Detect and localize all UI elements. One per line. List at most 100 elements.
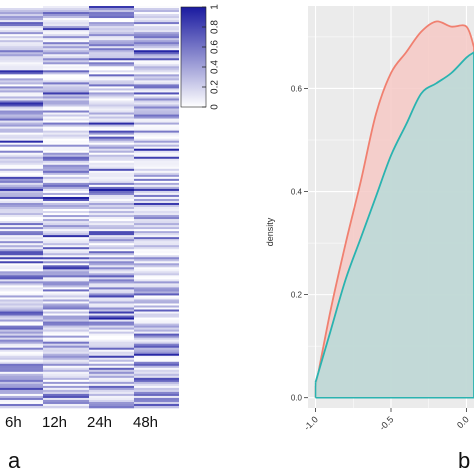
heatmap-cell bbox=[89, 283, 134, 286]
heatmap-cell bbox=[43, 50, 89, 53]
heatmap-cell bbox=[0, 36, 43, 39]
heatmap-cell bbox=[43, 243, 89, 246]
heatmap-cell bbox=[89, 337, 134, 340]
heatmap-cell bbox=[0, 299, 43, 302]
heatmap-cell bbox=[0, 287, 43, 290]
heatmap-cell bbox=[43, 309, 89, 312]
heatmap-column-label-24h: 24h bbox=[87, 414, 113, 431]
heatmap-cell bbox=[134, 164, 179, 168]
heatmap-cell bbox=[43, 369, 89, 373]
heatmap-cell bbox=[134, 243, 179, 246]
heatmap-cell bbox=[89, 369, 134, 373]
y-tick-label: 0.4 bbox=[291, 188, 303, 197]
heatmap-cell bbox=[0, 138, 43, 141]
heatmap-cell bbox=[134, 168, 179, 172]
heatmap-cell bbox=[134, 267, 179, 270]
heatmap-cell bbox=[0, 341, 43, 344]
heatmap-cell bbox=[134, 231, 179, 234]
heatmap-cell bbox=[43, 60, 89, 63]
heatmap-cell bbox=[43, 106, 89, 109]
heatmap-cell bbox=[43, 373, 89, 377]
heatmap-cell bbox=[134, 299, 179, 302]
heatmap-cell bbox=[134, 343, 179, 346]
heatmap-cell bbox=[0, 335, 43, 338]
heatmap-cell bbox=[43, 273, 89, 276]
heatmap-cell bbox=[134, 112, 179, 115]
heatmap-cell bbox=[0, 190, 43, 194]
heatmap-cell bbox=[43, 80, 89, 83]
heatmap-cell bbox=[43, 148, 89, 152]
heatmap-cell bbox=[134, 62, 179, 65]
heatmap-cell bbox=[43, 158, 89, 162]
heatmap-cell bbox=[134, 235, 179, 238]
heatmap-cell bbox=[43, 239, 89, 242]
heatmap-cell bbox=[0, 106, 43, 109]
heatmap-cell bbox=[43, 207, 89, 210]
heatmap-cell bbox=[89, 204, 134, 208]
heatmap-cell bbox=[89, 184, 134, 188]
heatmap-cell bbox=[0, 104, 43, 107]
heatmap-cell bbox=[134, 192, 179, 196]
heatmap-cell bbox=[43, 16, 89, 19]
heatmap-cell bbox=[0, 313, 43, 316]
heatmap-cell bbox=[89, 293, 134, 296]
heatmap-cell bbox=[43, 323, 89, 326]
heatmap-cell bbox=[89, 26, 134, 29]
heatmap-cell bbox=[43, 385, 89, 389]
heatmap-cell bbox=[43, 66, 89, 69]
heatmap-cell bbox=[0, 34, 43, 37]
heatmap-cell bbox=[134, 209, 179, 212]
heatmap-cell bbox=[89, 317, 134, 320]
heatmap-cell bbox=[134, 90, 179, 93]
heatmap-cell bbox=[0, 70, 43, 73]
heatmap-cell bbox=[89, 269, 134, 272]
heatmap-cell bbox=[134, 104, 179, 107]
heatmap-cell bbox=[43, 76, 89, 79]
heatmap-cell bbox=[134, 70, 179, 73]
heatmap-cell bbox=[43, 393, 89, 397]
heatmap-cell bbox=[134, 114, 179, 117]
heatmap-cell bbox=[89, 176, 134, 180]
heatmap-cell bbox=[89, 381, 134, 385]
heatmap-cell bbox=[0, 126, 43, 129]
heatmap-cell bbox=[0, 325, 43, 328]
heatmap-cell bbox=[0, 80, 43, 83]
heatmap-cell bbox=[134, 54, 179, 57]
heatmap-cell bbox=[89, 275, 134, 278]
heatmap-cell bbox=[0, 377, 43, 381]
heatmap-cell bbox=[134, 40, 179, 43]
heatmap-cell bbox=[43, 176, 89, 180]
heatmap-cell bbox=[89, 172, 134, 176]
heatmap-cell bbox=[89, 263, 134, 266]
heatmap-cell bbox=[134, 160, 179, 164]
heatmap-cell bbox=[43, 353, 89, 357]
heatmap-cell bbox=[89, 341, 134, 344]
heatmap-cell bbox=[0, 387, 43, 391]
heatmap-cell bbox=[89, 223, 134, 226]
heatmap-cell bbox=[134, 76, 179, 79]
heatmap-cell bbox=[134, 154, 179, 158]
heatmap-cell bbox=[134, 12, 179, 15]
heatmap-cell bbox=[43, 110, 89, 113]
heatmap-cell bbox=[43, 287, 89, 290]
heatmap-cell bbox=[0, 315, 43, 318]
heatmap-cell bbox=[43, 120, 89, 123]
heatmap-cell bbox=[43, 22, 89, 25]
heatmap-cell bbox=[134, 78, 179, 81]
heatmap-cell bbox=[0, 24, 43, 27]
heatmap-cell bbox=[0, 96, 43, 99]
heatmap-cell bbox=[43, 38, 89, 41]
heatmap-cell bbox=[134, 122, 179, 125]
heatmap-cell bbox=[89, 102, 134, 105]
heatmap-cell bbox=[89, 303, 134, 306]
heatmap-cell bbox=[134, 172, 179, 176]
heatmap-cell bbox=[43, 281, 89, 284]
heatmap-cell bbox=[43, 331, 89, 334]
heatmap-cell bbox=[89, 377, 134, 381]
heatmap-cell bbox=[134, 275, 179, 278]
heatmap-cell bbox=[43, 122, 89, 125]
heatmap-cell bbox=[0, 271, 43, 274]
heatmap-cell bbox=[134, 120, 179, 123]
heatmap-cell bbox=[43, 58, 89, 61]
heatmap-cell bbox=[0, 192, 43, 196]
